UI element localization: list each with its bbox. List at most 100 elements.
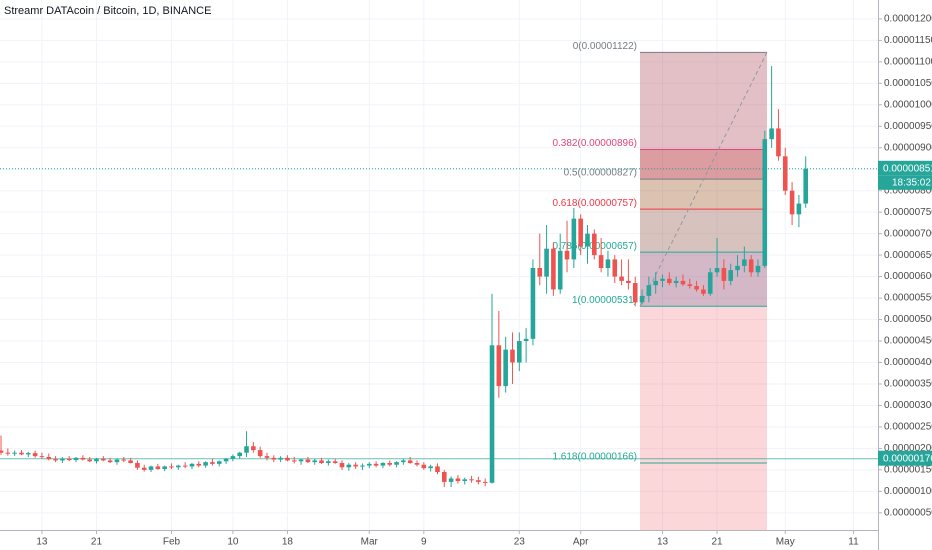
x-tick-label: 13 [657, 537, 669, 548]
candle-body [244, 446, 249, 453]
candle-body [387, 462, 393, 465]
candle-body [619, 276, 624, 281]
y-tick-label: 0.00000200 [884, 443, 932, 454]
x-tick-label: 21 [91, 537, 103, 548]
candle-body [789, 190, 795, 215]
reference-label-box [878, 450, 932, 466]
candle-body [653, 280, 658, 286]
candle-body [5, 452, 11, 454]
y-tick-label: 0.00000350 [884, 379, 932, 390]
candle-body [155, 466, 161, 470]
candle-body [660, 278, 665, 281]
candle-body [639, 295, 645, 303]
y-tick-label: 0.00000900 [884, 142, 932, 153]
candle-body [721, 268, 727, 281]
candle-body [401, 460, 406, 463]
candle-body [782, 156, 788, 191]
fib-zone [640, 179, 767, 210]
candle-body [496, 345, 502, 387]
y-tick-label: 0.00000150 [884, 465, 932, 476]
candle-body [564, 250, 570, 260]
candle-body [632, 283, 638, 303]
candle-body [605, 259, 611, 269]
candle-body [271, 457, 277, 460]
candle-body [285, 457, 290, 461]
y-tick-label: 0.00001200 [884, 14, 932, 25]
candle-body [503, 349, 508, 387]
candle-body [394, 462, 399, 465]
candle-body [742, 259, 747, 266]
y-tick-label: 0.00000050 [884, 507, 932, 518]
candle-body [762, 139, 768, 266]
candle-body [80, 457, 86, 460]
candle-body [114, 459, 120, 463]
fib-label: 0.618(0.00000757) [552, 198, 637, 209]
candle-body [12, 452, 17, 454]
candle-body [776, 128, 781, 157]
candle-body [332, 461, 338, 463]
candle-body [421, 464, 427, 469]
candle-body [264, 456, 270, 458]
trend-line [639, 52, 768, 307]
y-tick-label: 0.00000800 [884, 185, 932, 196]
y-tick-label: 0.00000550 [884, 293, 932, 304]
candle-body [66, 458, 72, 460]
candle-body [346, 464, 352, 468]
y-tick-label: 0.00000950 [884, 121, 932, 132]
candle-body [312, 460, 318, 463]
candle-body [380, 462, 386, 466]
candle-body [414, 462, 420, 465]
candle-body [523, 338, 529, 342]
y-tick-label: 0.00000450 [884, 336, 932, 347]
fib-zone [640, 52, 767, 150]
x-tick-label: May [776, 537, 795, 548]
fib-zone [640, 149, 767, 180]
candle-body [0, 450, 4, 453]
y-tick-label: 0.00000300 [884, 400, 932, 411]
candle-body [428, 466, 433, 469]
x-tick-label: Apr [573, 537, 589, 548]
candle-body [101, 458, 106, 461]
candle-body [537, 268, 543, 277]
fib-zone [640, 209, 767, 253]
candle-body [796, 203, 802, 215]
price-label-box [878, 160, 932, 176]
candle-body [489, 345, 495, 483]
x-tick-label: 23 [514, 537, 526, 548]
price-label: 0.00000851 [883, 163, 932, 174]
candle-body [176, 465, 181, 468]
candle-body [169, 466, 174, 468]
candle-body [476, 480, 481, 482]
candle-body [482, 481, 488, 483]
candle-body [516, 341, 522, 363]
candle-body [189, 463, 195, 467]
candle-body [728, 270, 734, 281]
candle-body [598, 255, 604, 269]
candle-body [469, 479, 474, 481]
candle-body [407, 460, 413, 463]
x-tick-label: 11 [848, 537, 859, 548]
candle-body [530, 268, 536, 339]
candle-body [701, 289, 706, 294]
candle-body [196, 463, 202, 466]
candle-body [680, 280, 686, 285]
fib-label: 0.5(0.00000827) [564, 168, 637, 179]
candle-body [73, 457, 79, 460]
y-tick-label: 0.00000700 [884, 228, 932, 239]
candle-body [26, 453, 31, 455]
reference-label: 0.00000176 [883, 453, 932, 464]
candle-body [32, 453, 38, 457]
x-tick-label: Mar [361, 537, 379, 548]
countdown-box [878, 175, 932, 190]
candle-body [230, 456, 236, 459]
candle-body [121, 459, 127, 461]
countdown-label: 18:35:02 [892, 177, 931, 188]
candle-body [735, 265, 740, 271]
fib-label: 1.618(0.00000166) [552, 452, 637, 463]
y-tick-label: 0.00000100 [884, 486, 932, 497]
candle-body [298, 459, 304, 462]
y-tick-label: 0.00000750 [884, 207, 932, 218]
candle-body [291, 460, 297, 462]
chart-title: Streamr DATAcoin / Bitcoin, 1D, BINANCE [4, 5, 211, 17]
